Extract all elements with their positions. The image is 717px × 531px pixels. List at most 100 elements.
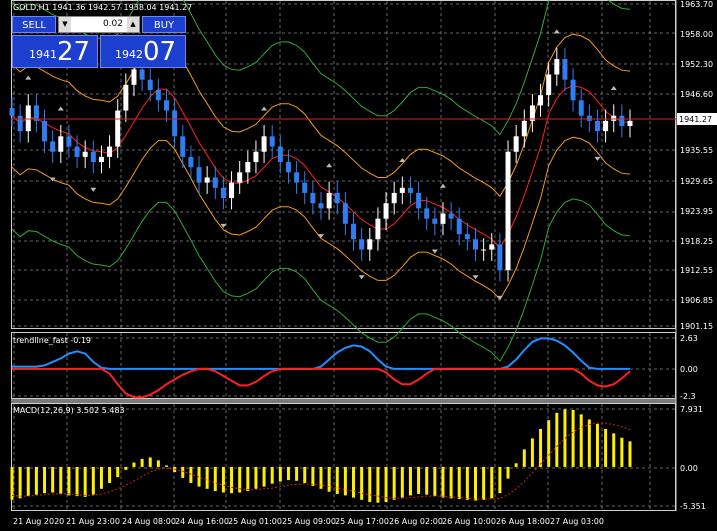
fractal-down-arrow xyxy=(318,234,324,239)
macd-bar xyxy=(221,466,225,493)
candle-body xyxy=(188,156,194,168)
time-tick-label: 21 Aug 23:00 xyxy=(66,517,120,526)
macd-bar xyxy=(311,466,315,486)
macd-bar xyxy=(189,466,193,483)
macd-bar xyxy=(514,463,518,467)
candle-body xyxy=(391,192,397,204)
candle-body xyxy=(489,244,495,250)
upper-inner-band xyxy=(11,33,631,198)
macd-bar xyxy=(116,466,120,478)
candle-body xyxy=(42,120,48,142)
macd-bar xyxy=(498,466,502,494)
macd-bar xyxy=(295,466,299,481)
macd-bar xyxy=(205,466,209,489)
fractal-up-arrow xyxy=(57,106,64,111)
candle-body xyxy=(407,187,413,193)
macd-bar xyxy=(197,466,201,487)
fractal-up-arrow xyxy=(610,85,617,90)
lot-decrease-icon[interactable]: ▼ xyxy=(59,17,71,32)
time-tick-label: 26 Aug 10:00 xyxy=(442,517,496,526)
candle-body xyxy=(473,239,478,250)
time-tick-label: 26 Aug 02:00 xyxy=(389,517,443,526)
macd-bar xyxy=(270,466,274,484)
candle-body xyxy=(562,59,568,80)
candle-body xyxy=(383,203,389,219)
candle-body xyxy=(481,249,487,251)
macd-bar xyxy=(384,466,388,502)
time-tick-label: 26 Aug 18:00 xyxy=(496,517,550,526)
time-tick-label: 25 Aug 17:00 xyxy=(335,517,389,526)
fractal-arrows xyxy=(25,29,617,300)
trend-indicator-label: trendline_fast -0.19 xyxy=(13,336,91,345)
macd-panel[interactable] xyxy=(11,403,676,511)
time-tick-label: 27 Aug 03:00 xyxy=(550,517,604,526)
candle-body xyxy=(627,120,633,127)
candle-body xyxy=(546,74,552,96)
fractal-up-arrow xyxy=(326,163,333,168)
candle-body xyxy=(74,146,80,157)
candlestick-series xyxy=(9,47,633,282)
candle-body xyxy=(164,100,169,111)
candle-body xyxy=(115,110,121,147)
macd-bar xyxy=(108,466,112,483)
time-tick-label: 25 Aug 09:00 xyxy=(282,517,336,526)
fractal-down-arrow xyxy=(49,177,56,182)
macd-bar xyxy=(449,466,453,499)
macd-bar xyxy=(213,466,217,492)
trend-panel[interactable] xyxy=(11,332,676,399)
macd-tick-label: 7.931 xyxy=(680,405,703,414)
lot-increase-icon[interactable]: ▲ xyxy=(127,17,139,32)
lot-size-input[interactable]: 0.02 xyxy=(102,19,123,29)
candle-body xyxy=(603,120,609,132)
macd-bar xyxy=(75,466,79,497)
macd-bar xyxy=(628,441,632,467)
current-price-marker: 1941.27 xyxy=(677,113,717,125)
candle-body xyxy=(464,234,470,240)
price-tick-label: 1958.00 xyxy=(680,30,713,39)
macd-bar xyxy=(620,437,624,467)
panel-separator[interactable] xyxy=(11,399,676,403)
macd-tick-label: -5.351 xyxy=(680,502,706,511)
price-tick-label: 1963.70 xyxy=(680,0,713,9)
candle-body xyxy=(310,192,316,204)
price-tick-label: 1929.65 xyxy=(680,177,713,186)
candle-body xyxy=(180,136,186,157)
candle-body xyxy=(334,192,340,204)
candle-body xyxy=(212,177,218,188)
sell-button[interactable]: SELL xyxy=(12,16,56,33)
time-tick-label: 24 Aug 16:00 xyxy=(175,517,229,526)
fractal-up-arrow xyxy=(553,29,560,34)
price-tick-label: 1912.55 xyxy=(680,266,713,275)
buy-price-main: 07 xyxy=(143,37,177,67)
lot-size-field[interactable]: ▼ 0.02 ▲ xyxy=(58,16,140,33)
sell-price-box[interactable]: 1941 27 xyxy=(12,35,98,68)
macd-bar xyxy=(262,466,266,487)
candle-body xyxy=(237,172,243,183)
fractal-up-arrow xyxy=(399,158,406,163)
macd-bar xyxy=(148,457,152,467)
macd-bar xyxy=(555,412,559,467)
candle-body xyxy=(342,203,348,224)
price-axis: 1963.70 1958.00 1952.30 1946.60 1935.55 1929.… xyxy=(680,0,713,331)
time-tick-label: 24 Aug 08:00 xyxy=(122,517,176,526)
candle-body xyxy=(399,187,405,193)
buy-price-box[interactable]: 1942 07 xyxy=(100,35,186,68)
candle-body xyxy=(245,162,251,173)
fractal-up-arrow xyxy=(261,106,268,111)
macd-bar xyxy=(547,420,551,467)
macd-bar xyxy=(571,409,575,467)
candle-body xyxy=(326,192,332,209)
macd-bar xyxy=(360,466,364,500)
buy-button[interactable]: BUY xyxy=(142,16,186,33)
fractal-down-arrow xyxy=(90,187,97,192)
candle-body xyxy=(570,79,576,101)
candle-body xyxy=(82,151,88,157)
candle-body xyxy=(204,177,210,183)
macd-bar xyxy=(319,466,323,489)
candle-body xyxy=(220,187,226,199)
candle-body xyxy=(269,136,275,147)
candle-body xyxy=(367,239,373,250)
candle-body xyxy=(155,89,161,101)
macd-bar xyxy=(59,466,63,494)
